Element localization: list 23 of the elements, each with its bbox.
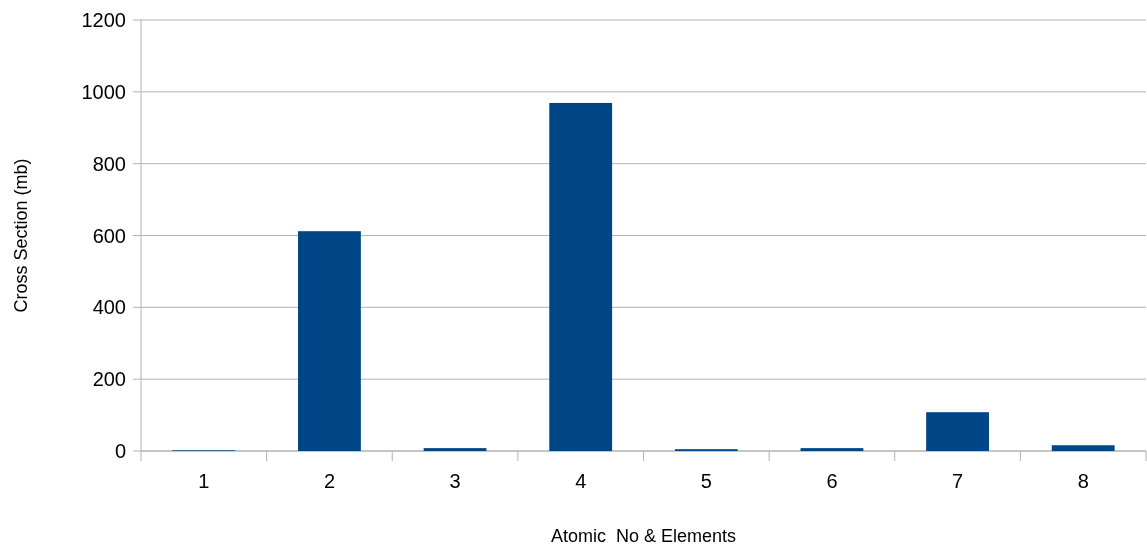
bar: [298, 231, 361, 451]
y-tick-label: 600: [92, 224, 126, 247]
x-tick-label: 5: [700, 470, 712, 492]
x-tick-label: 8: [1077, 470, 1089, 492]
x-tick-label: 7: [952, 470, 964, 492]
y-tick-label: 0: [114, 440, 126, 462]
y-axis-title: Cross Section (mb): [11, 158, 31, 313]
bar: [926, 412, 989, 451]
x-tick-label: 3: [449, 470, 461, 492]
bar: [800, 448, 864, 451]
y-tick-label: 400: [92, 296, 126, 319]
x-tick-label: 1: [198, 470, 210, 492]
x-tick-label: 4: [575, 470, 587, 492]
y-tick-label: 1200: [81, 9, 126, 31]
x-axis-title: Atomic No & Elements: [550, 526, 737, 546]
y-tick-label: 1000: [81, 80, 126, 103]
y-tick-label: 200: [92, 368, 126, 391]
bar: [423, 448, 487, 451]
bar: [549, 102, 613, 451]
bar: [1051, 445, 1115, 451]
x-tick-label: 6: [826, 470, 838, 492]
x-tick-label: 2: [323, 470, 335, 492]
y-tick-label: 800: [92, 152, 126, 175]
